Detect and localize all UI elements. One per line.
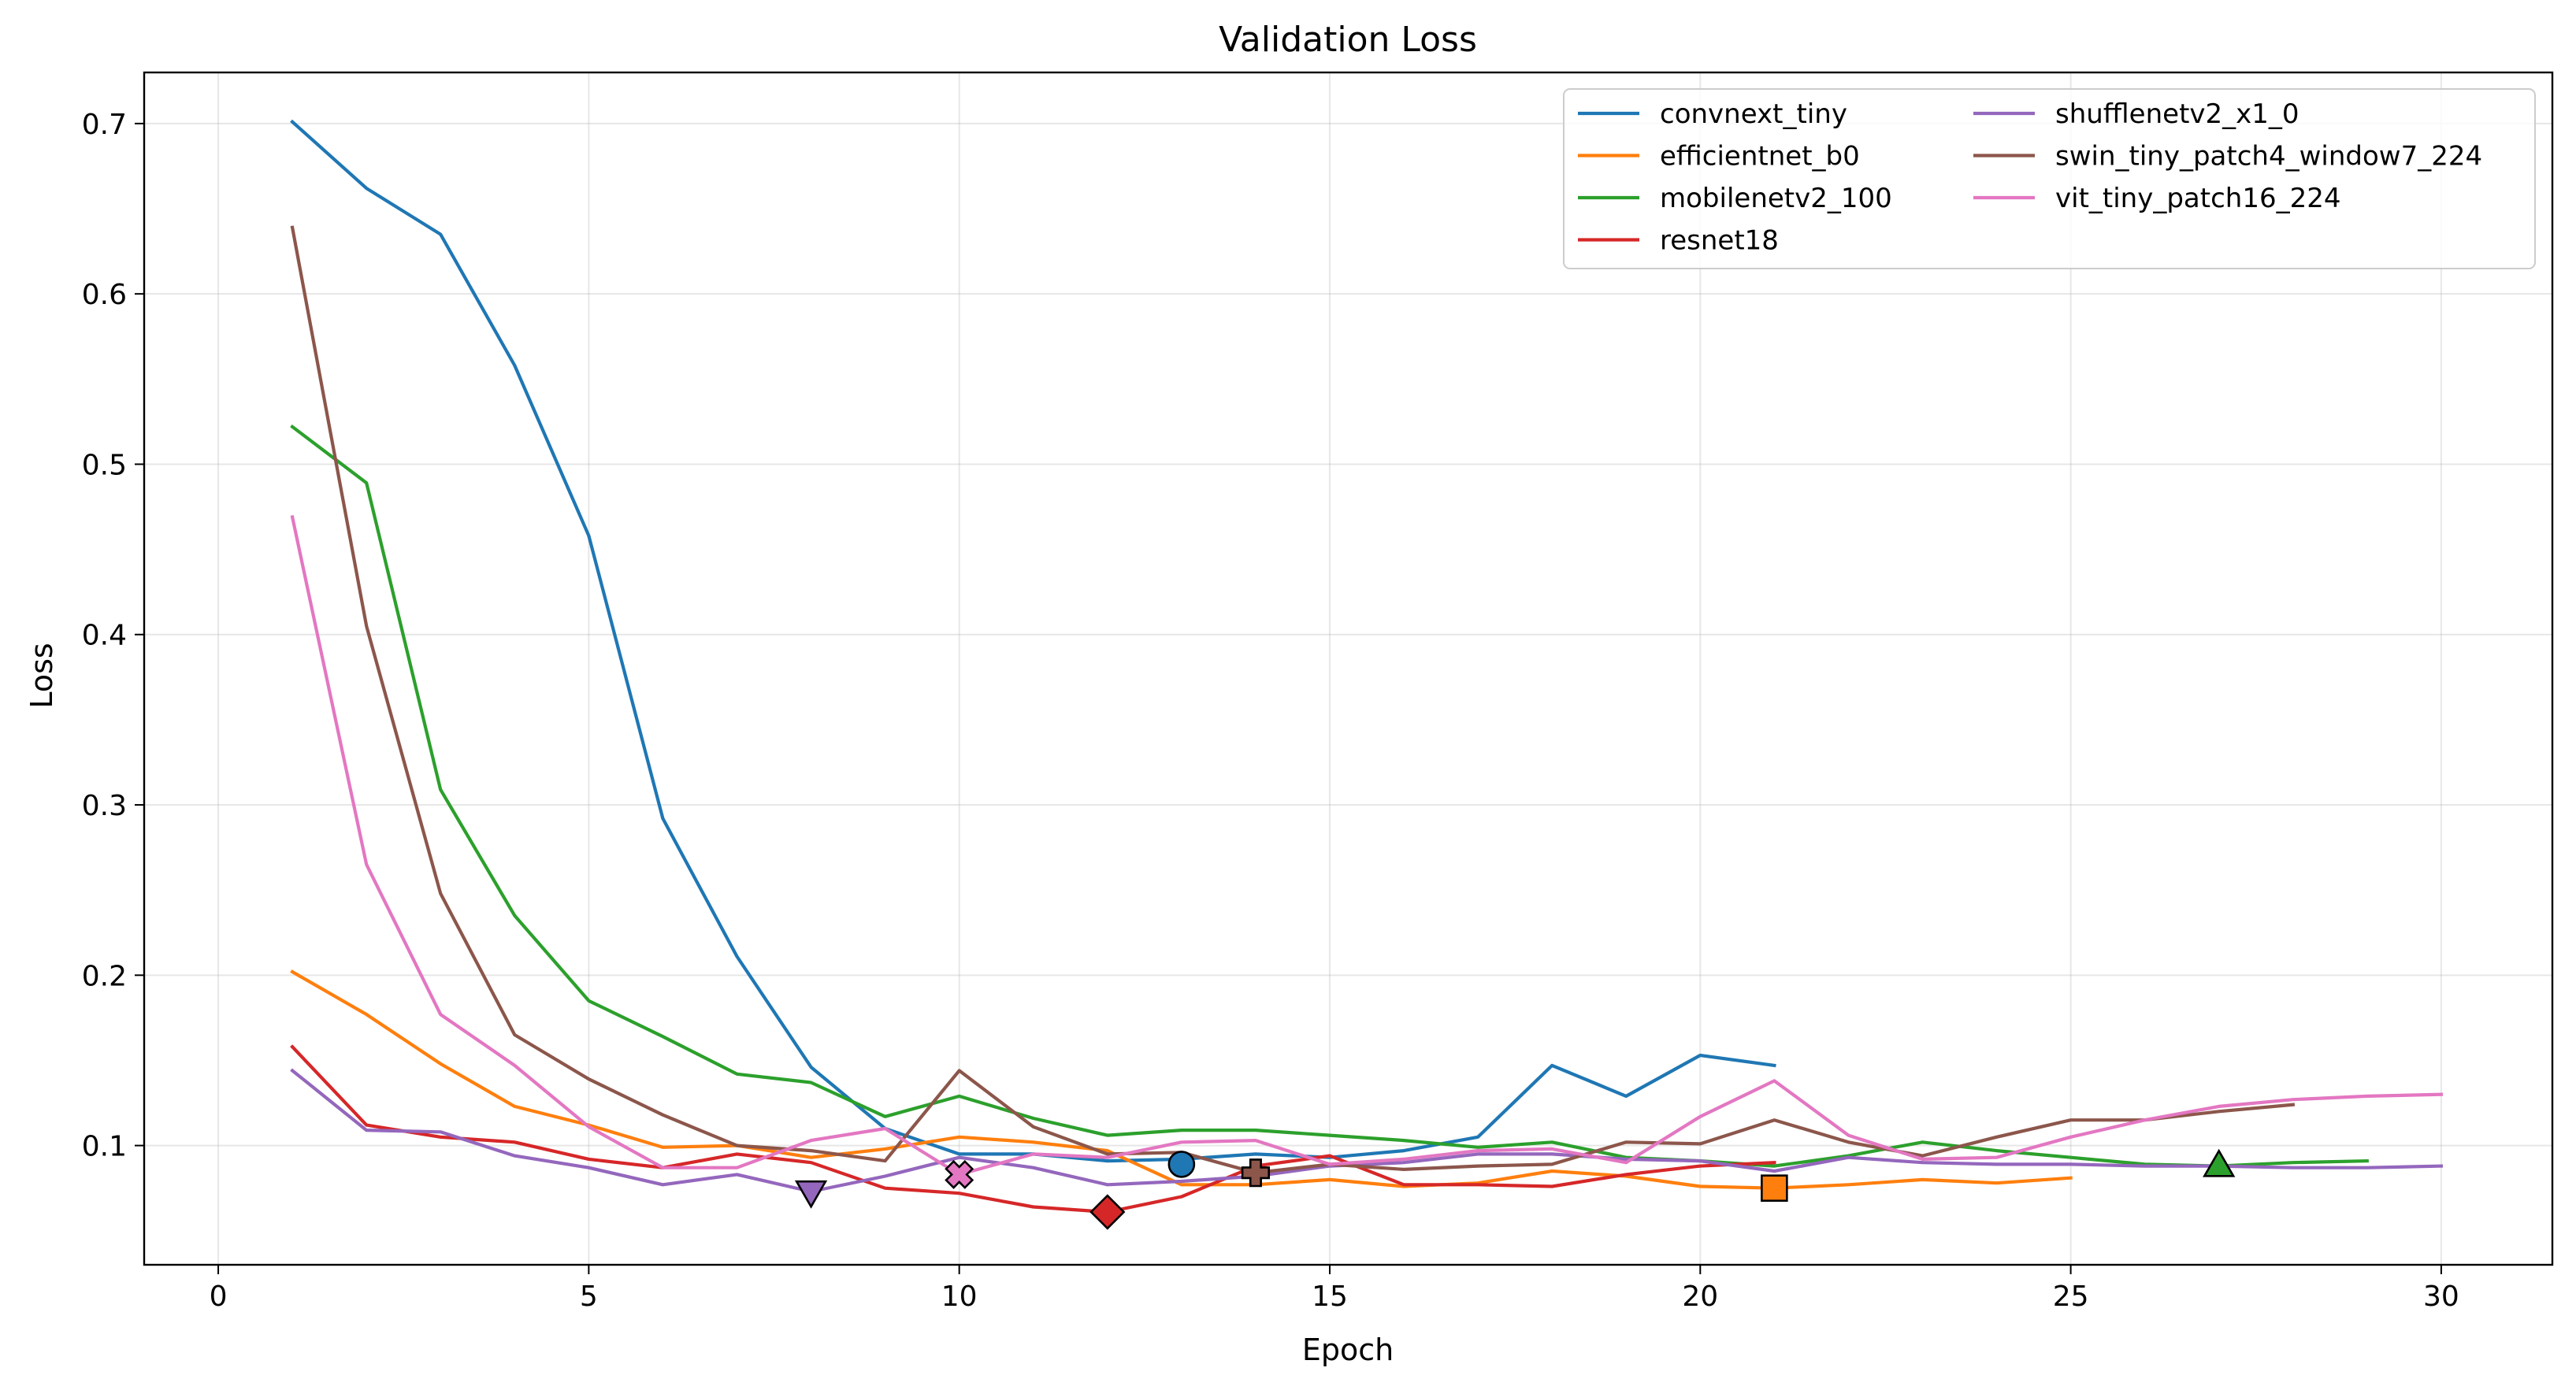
series-line-swin_tiny_patch4_window7_224 (290, 225, 2296, 1175)
legend-label-efficientnet_b0: efficientnet_b0 (1660, 141, 1860, 172)
y-tick-label: 0.3 (82, 790, 127, 822)
y-tick-label: 0.6 (82, 279, 127, 311)
best-marker-swin_tiny_patch4_window7_224 (1241, 1158, 1271, 1188)
x-axis-label: Epoch (1302, 1333, 1394, 1367)
best-marker-mobilenetv2_100 (2203, 1148, 2236, 1177)
series-line-resnet18 (290, 1044, 1776, 1214)
best-marker-vit_tiny_patch16_224 (945, 1159, 974, 1189)
legend-box (1563, 88, 2536, 269)
y-tick-label: 0.2 (82, 960, 127, 992)
best-marker-efficientnet_b0 (1761, 1174, 1788, 1202)
best-marker-resnet18 (1089, 1194, 1126, 1230)
series-line-mobilenetv2_100 (290, 424, 2369, 1168)
x-tick-label: 5 (580, 1281, 598, 1313)
x-tick-label: 0 (210, 1281, 228, 1313)
series-line-vit_tiny_patch16_224 (290, 515, 2444, 1177)
y-tick-label: 0.7 (82, 109, 127, 141)
x-tick-label: 20 (1682, 1281, 1718, 1313)
legend-label-swin_tiny_patch4_window7_224: swin_tiny_patch4_window7_224 (2055, 141, 2482, 172)
y-tick-label: 0.4 (82, 620, 127, 652)
best-marker-convnext_tiny (1167, 1151, 1196, 1178)
legend-label-resnet18: resnet18 (1660, 225, 1779, 257)
chart-title: Validation Loss (1219, 20, 1477, 60)
legend-label-shufflenetv2_x1_0: shufflenetv2_x1_0 (2055, 98, 2299, 130)
best-marker-shufflenetv2_x1_0 (794, 1180, 828, 1209)
legend-label-mobilenetv2_100: mobilenetv2_100 (1660, 183, 1892, 214)
y-axis-label: Loss (24, 643, 59, 708)
best-marker-vit_tiny_patch16_224-shape (945, 1159, 974, 1189)
x-tick-label: 10 (941, 1281, 978, 1313)
y-tick-label: 0.1 (82, 1131, 127, 1163)
x-tick-label: 25 (2053, 1281, 2089, 1313)
legend-label-convnext_tiny: convnext_tiny (1660, 98, 1847, 130)
y-tick-label: 0.5 (82, 449, 127, 481)
series-line-shufflenetv2_x1_0 (290, 1068, 2444, 1194)
x-tick-label: 15 (1312, 1281, 1348, 1313)
plot-area: 0 5 10 15 20 25 30 0.1 0.2 0.3 0.4 0.5 0.6 0.7 (82, 71, 2554, 1313)
axes-frame (143, 71, 2554, 1266)
legend: convnext_tiny efficientnet_b0 mobilenetv2_… (1563, 88, 2536, 269)
x-tick-label: 30 (2423, 1281, 2459, 1313)
legend-label-vit_tiny_patch16_224: vit_tiny_patch16_224 (2055, 183, 2341, 214)
